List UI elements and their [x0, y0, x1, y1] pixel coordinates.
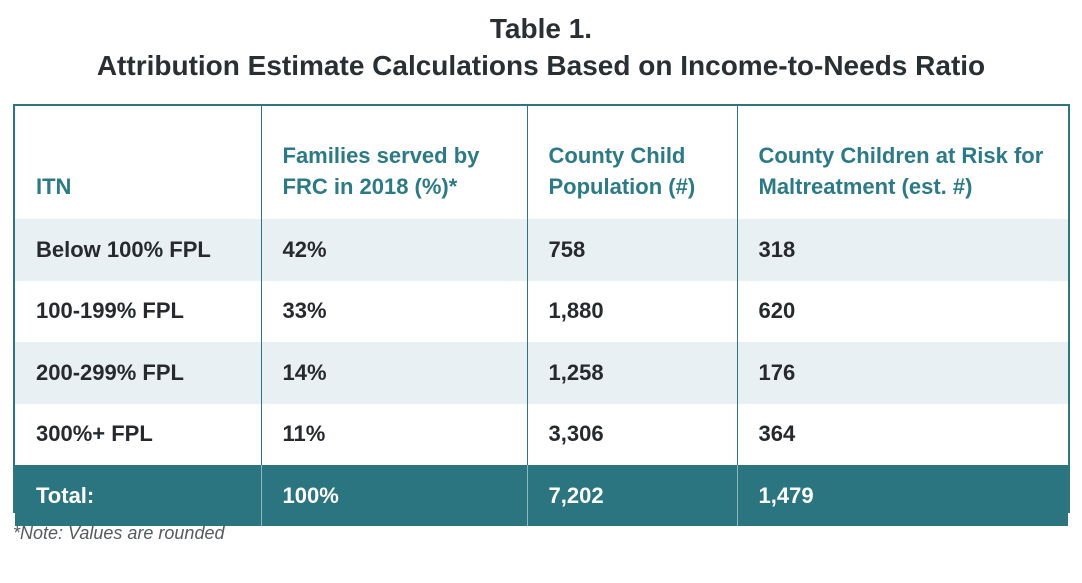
header-row: ITN Families served by FRC in 2018 (%)* …	[15, 106, 1068, 219]
table-row: 300%+ FPL 11% 3,306 364	[15, 403, 1068, 465]
cell-itn: Below 100% FPL	[15, 219, 261, 281]
cell-child-population: 3,306	[526, 403, 737, 465]
total-child-population: 7,202	[526, 465, 737, 526]
header-itn: ITN	[36, 174, 72, 199]
title-line-1: Table 1.	[489, 13, 593, 44]
data-table-container: ITN Families served by FRC in 2018 (%)* …	[13, 104, 1070, 526]
title-line-2: Attribution Estimate Calculations Based …	[96, 50, 986, 81]
cell-families-pct: 42%	[260, 219, 527, 281]
cell-itn: 100-199% FPL	[36, 298, 184, 324]
total-families-pct: 100%	[260, 465, 527, 526]
cell-child-population: 758	[526, 219, 737, 281]
cell-families-pct: 11%	[260, 403, 527, 465]
table-row: 200-299% FPL 14% 1,258 176	[15, 342, 1068, 404]
cell-children-at-risk: 364	[736, 403, 1068, 465]
table-row: Below 100% FPL 42% 758 318	[15, 219, 1068, 281]
cell-children-at-risk: 176	[736, 342, 1068, 404]
header-families-served: Families served by FRC in 2018 (%)*	[260, 106, 527, 219]
attribution-table: ITN Families served by FRC in 2018 (%)* …	[15, 106, 1068, 526]
total-children-at-risk: 1,479	[736, 465, 1068, 526]
total-label: Total:	[15, 465, 261, 526]
header-children-at-risk: County Children at Risk for Maltreatment…	[736, 106, 1068, 219]
footnote: *Note: Values are rounded	[13, 523, 225, 543]
cell-families-pct: 33%	[260, 280, 527, 342]
cell-children-at-risk: 318	[736, 219, 1068, 281]
header-county-child-population: County Child Population (#)	[526, 106, 737, 219]
table-row: 100-199% FPL 33% 1,880 620	[15, 280, 1068, 342]
cell-families-pct: 14%	[260, 342, 527, 404]
cell-itn: 200-299% FPL	[15, 342, 261, 404]
cell-itn: 300%+ FPL	[36, 421, 153, 447]
cell-child-population: 1,880	[526, 280, 737, 342]
total-row: Total: 100% 7,202 1,479	[15, 465, 1068, 526]
cell-children-at-risk: 620	[736, 280, 1068, 342]
table-title: Table 1. Attribution Estimate Calculatio…	[0, 10, 1082, 84]
cell-child-population: 1,258	[526, 342, 737, 404]
